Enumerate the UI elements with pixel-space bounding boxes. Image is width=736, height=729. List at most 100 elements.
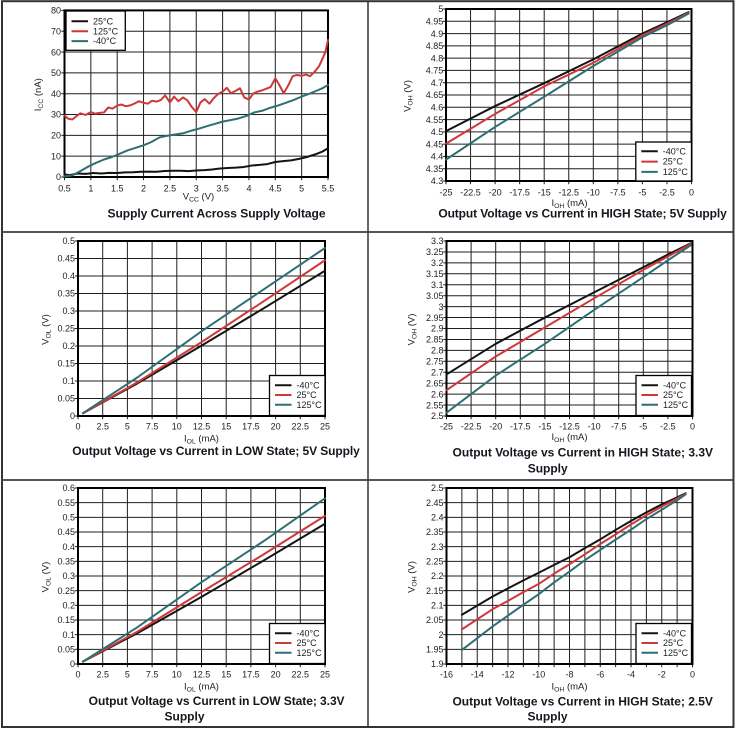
svg-text:0.1: 0.1 (62, 630, 75, 640)
svg-text:Output Voltage vs Current in H: Output Voltage vs Current in HIGH State;… (438, 206, 727, 220)
svg-text:Output Voltage vs Current in L: Output Voltage vs Current in LOW State; … (72, 444, 360, 458)
svg-text:-5: -5 (638, 187, 646, 197)
svg-text:-2.5: -2.5 (659, 187, 675, 197)
svg-text:4.55: 4.55 (426, 115, 444, 125)
svg-text:0.3: 0.3 (62, 571, 75, 581)
svg-text:-8: -8 (565, 669, 573, 679)
svg-text:2.25: 2.25 (426, 557, 444, 567)
svg-text:0: 0 (690, 669, 695, 679)
svg-text:-10: -10 (532, 669, 545, 679)
svg-text:2.35: 2.35 (426, 527, 444, 537)
svg-text:12.5: 12.5 (193, 421, 211, 431)
svg-text:22.5: 22.5 (292, 669, 310, 679)
svg-text:0.15: 0.15 (57, 615, 75, 625)
svg-text:-40°C: -40°C (663, 380, 687, 390)
svg-text:2.05: 2.05 (426, 615, 444, 625)
svg-text:Supply: Supply (527, 710, 567, 724)
svg-text:125°C: 125°C (663, 400, 689, 410)
svg-text:3.5: 3.5 (216, 184, 229, 194)
svg-text:0.35: 0.35 (57, 289, 75, 299)
svg-text:50: 50 (51, 68, 61, 78)
svg-text:3: 3 (194, 184, 199, 194)
svg-text:-40°C: -40°C (297, 628, 321, 638)
svg-text:2.65: 2.65 (426, 378, 444, 388)
svg-text:5: 5 (438, 4, 443, 14)
svg-text:0.25: 0.25 (57, 324, 75, 334)
svg-text:4.4: 4.4 (431, 152, 444, 162)
svg-text:0: 0 (75, 421, 80, 431)
svg-text:0.5: 0.5 (62, 236, 75, 246)
svg-text:-5: -5 (639, 421, 647, 431)
svg-text:VOH (V): VOH (V) (407, 561, 419, 593)
svg-text:0.1: 0.1 (62, 376, 75, 386)
svg-text:-22.5: -22.5 (461, 421, 482, 431)
svg-text:-15: -15 (538, 421, 551, 431)
svg-text:1: 1 (88, 184, 93, 194)
svg-text:0.5: 0.5 (58, 184, 71, 194)
svg-text:VOH (V): VOH (V) (407, 314, 419, 346)
svg-text:-12: -12 (501, 669, 514, 679)
svg-text:30: 30 (51, 110, 61, 120)
svg-text:Output Voltage vs Current in H: Output Voltage vs Current in HIGH State;… (452, 695, 712, 709)
svg-text:0.5: 0.5 (62, 513, 75, 523)
svg-text:2.75: 2.75 (426, 357, 444, 367)
svg-text:Supply: Supply (164, 710, 204, 724)
svg-text:4.95: 4.95 (426, 16, 444, 26)
svg-text:0.45: 0.45 (57, 254, 75, 264)
svg-text:4.5: 4.5 (431, 127, 444, 137)
svg-text:25°C: 25°C (93, 16, 114, 26)
svg-text:125°C: 125°C (663, 167, 689, 177)
svg-text:VOL (V): VOL (V) (41, 314, 53, 345)
svg-text:15: 15 (221, 669, 231, 679)
svg-text:20: 20 (271, 421, 281, 431)
svg-text:Output Voltage vs Current in H: Output Voltage vs Current in HIGH State;… (453, 446, 713, 460)
svg-text:-17.5: -17.5 (510, 421, 531, 431)
svg-text:12.5: 12.5 (193, 669, 211, 679)
svg-text:4.7: 4.7 (431, 78, 444, 88)
svg-text:1.5: 1.5 (111, 184, 124, 194)
svg-text:0.35: 0.35 (57, 557, 75, 567)
svg-text:1.9: 1.9 (431, 659, 444, 669)
svg-text:2.5: 2.5 (164, 184, 177, 194)
svg-text:0.3: 0.3 (62, 306, 75, 316)
svg-text:4: 4 (246, 184, 251, 194)
svg-text:2.45: 2.45 (426, 498, 444, 508)
svg-text:-17.5: -17.5 (509, 187, 530, 197)
svg-text:-7.5: -7.5 (611, 421, 627, 431)
svg-text:0.05: 0.05 (57, 645, 75, 655)
svg-text:-40°C: -40°C (297, 380, 321, 390)
svg-text:-10: -10 (588, 421, 601, 431)
svg-text:25°C: 25°C (663, 638, 684, 648)
svg-text:4.65: 4.65 (426, 90, 444, 100)
svg-text:4.9: 4.9 (431, 29, 444, 39)
svg-text:2.55: 2.55 (426, 400, 444, 410)
svg-text:4.3: 4.3 (431, 176, 444, 186)
svg-text:VOH (V): VOH (V) (403, 80, 415, 112)
svg-text:4.35: 4.35 (426, 164, 444, 174)
svg-text:Supply Current Across Supply V: Supply Current Across Supply Voltage (108, 206, 326, 220)
svg-text:0.45: 0.45 (57, 527, 75, 537)
svg-text:VOL (V): VOL (V) (41, 562, 53, 593)
svg-text:-12.5: -12.5 (559, 421, 580, 431)
svg-text:VCC (V): VCC (V) (183, 192, 214, 204)
svg-text:125°C: 125°C (663, 648, 689, 658)
svg-text:25°C: 25°C (297, 390, 318, 400)
svg-text:3.3: 3.3 (431, 236, 444, 246)
svg-text:-15: -15 (538, 187, 551, 197)
svg-text:-2: -2 (658, 669, 666, 679)
svg-text:2.1: 2.1 (431, 601, 444, 611)
svg-text:70: 70 (51, 26, 61, 36)
svg-text:20: 20 (51, 131, 61, 141)
svg-text:-2.5: -2.5 (660, 421, 676, 431)
svg-text:7.5: 7.5 (146, 669, 159, 679)
svg-text:20: 20 (271, 669, 281, 679)
svg-text:-40°C: -40°C (93, 36, 117, 46)
svg-text:5: 5 (125, 669, 130, 679)
svg-text:3: 3 (438, 302, 443, 312)
svg-text:3.1: 3.1 (431, 280, 444, 290)
svg-text:125°C: 125°C (297, 400, 323, 410)
svg-text:2.4: 2.4 (431, 513, 444, 523)
svg-text:2.5: 2.5 (431, 483, 444, 493)
svg-text:-40°C: -40°C (663, 146, 687, 156)
svg-text:-20: -20 (489, 421, 502, 431)
